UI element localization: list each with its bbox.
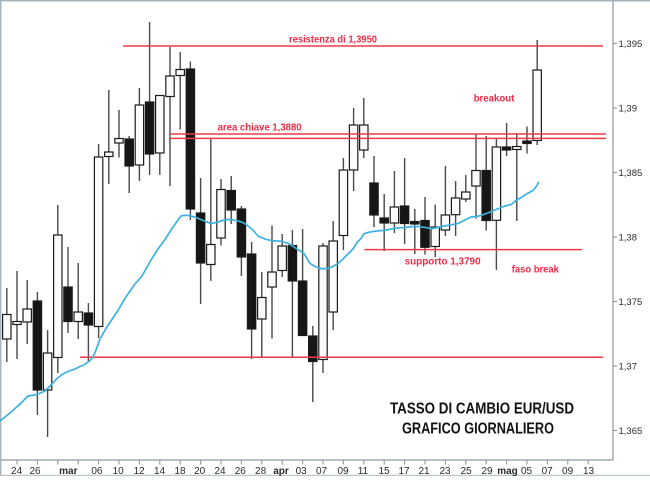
svg-text:1,375: 1,375 [619, 297, 643, 308]
svg-text:03: 03 [296, 466, 308, 476]
svg-text:29: 29 [481, 466, 493, 476]
svg-text:1,39: 1,39 [619, 103, 638, 114]
svg-text:11: 11 [358, 466, 369, 476]
svg-text:GRAFICO GIORNALIERO: GRAFICO GIORNALIERO [402, 421, 554, 438]
svg-text:1,385: 1,385 [619, 168, 643, 179]
svg-text:1,37: 1,37 [619, 361, 638, 372]
svg-text:26: 26 [235, 466, 247, 476]
svg-text:13: 13 [583, 466, 595, 476]
svg-text:09: 09 [337, 466, 349, 476]
svg-text:06: 06 [91, 466, 103, 476]
svg-text:09: 09 [562, 466, 574, 476]
svg-text:24: 24 [11, 466, 23, 476]
svg-text:24: 24 [214, 466, 226, 476]
svg-text:15: 15 [378, 466, 390, 476]
svg-text:apr: apr [273, 466, 289, 476]
svg-text:faso break: faso break [512, 264, 559, 275]
svg-text:resistenza di 1,3950: resistenza di 1,3950 [289, 35, 377, 46]
svg-text:17: 17 [398, 466, 410, 476]
svg-text:1,365: 1,365 [619, 426, 643, 437]
svg-text:supporto 1,3790: supporto 1,3790 [405, 257, 481, 268]
svg-text:18: 18 [174, 466, 186, 476]
svg-text:breakout: breakout [474, 93, 515, 104]
svg-text:1,38: 1,38 [619, 232, 638, 243]
svg-text:21: 21 [418, 466, 430, 476]
svg-text:TASSO DI CAMBIO EUR/USD: TASSO DI CAMBIO EUR/USD [390, 401, 574, 418]
svg-text:07: 07 [542, 466, 554, 476]
svg-text:mar: mar [59, 466, 77, 476]
svg-text:07: 07 [316, 466, 328, 476]
svg-text:25: 25 [460, 466, 472, 476]
svg-text:12: 12 [134, 466, 146, 476]
svg-text:14: 14 [154, 466, 166, 476]
svg-text:05: 05 [521, 466, 533, 476]
svg-text:mag: mag [497, 466, 518, 476]
svg-text:area chiave 1,3880: area chiave 1,3880 [218, 122, 302, 133]
svg-text:10: 10 [113, 466, 125, 476]
svg-text:26: 26 [29, 466, 41, 476]
svg-text:20: 20 [194, 466, 206, 476]
svg-text:23: 23 [439, 466, 451, 476]
svg-text:1,395: 1,395 [619, 39, 643, 50]
svg-text:28: 28 [255, 466, 267, 476]
